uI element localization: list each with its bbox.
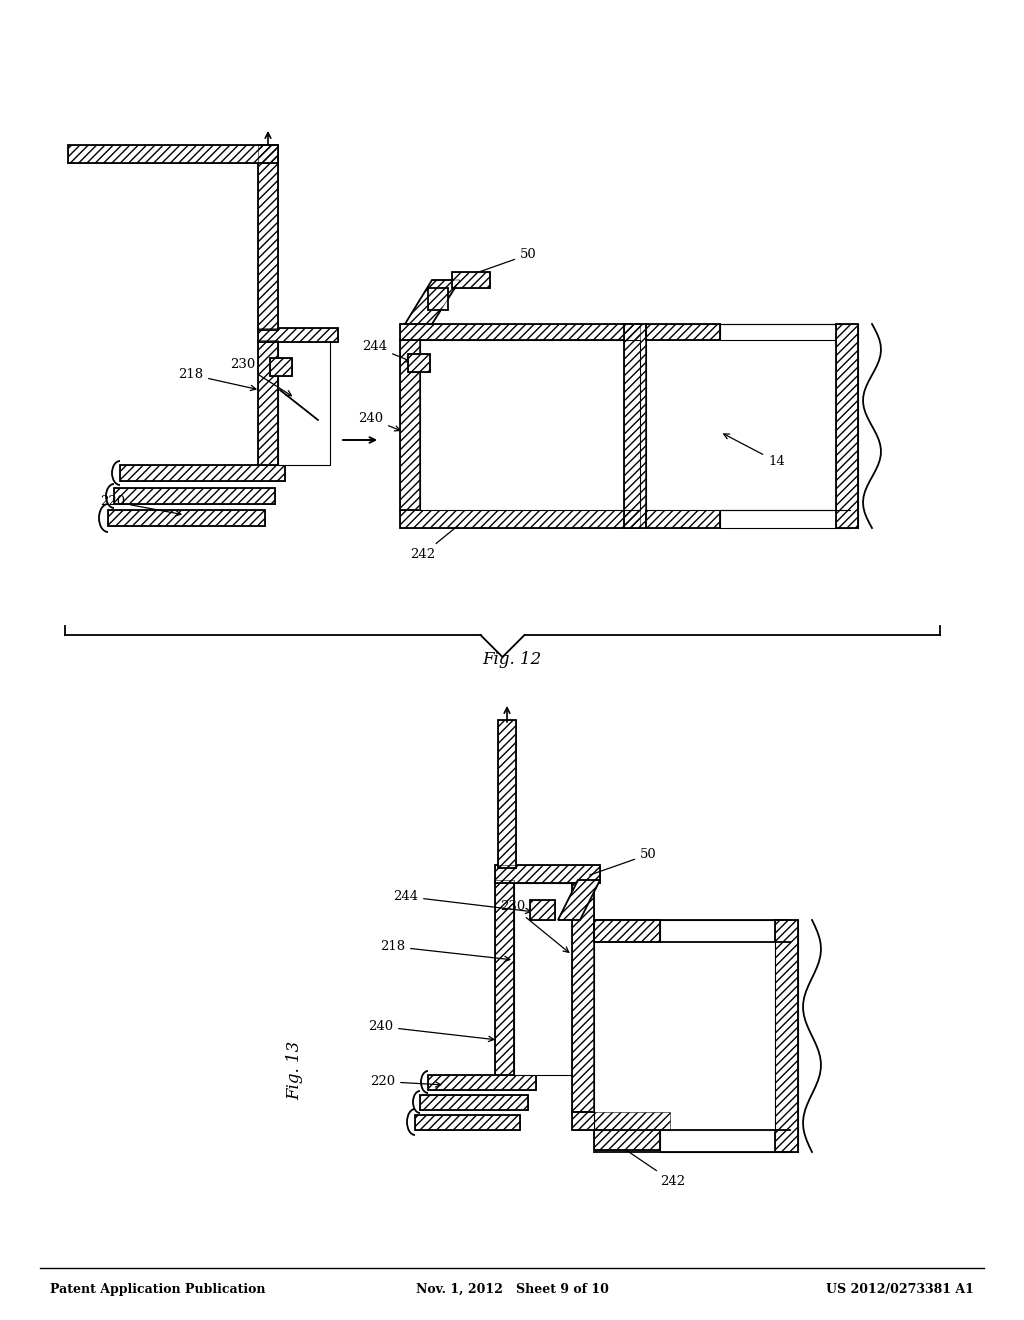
Polygon shape [68,145,278,162]
Polygon shape [400,323,640,341]
Polygon shape [646,323,720,341]
Text: 242: 242 [626,1150,685,1188]
Polygon shape [258,327,338,342]
Polygon shape [572,883,594,1111]
Polygon shape [495,880,514,1074]
Text: 50: 50 [590,847,656,875]
Text: 242: 242 [410,525,458,561]
Text: 218: 218 [380,940,510,961]
Polygon shape [258,145,278,330]
Text: Nov. 1, 2012   Sheet 9 of 10: Nov. 1, 2012 Sheet 9 of 10 [416,1283,608,1296]
Text: 50: 50 [465,248,537,277]
Polygon shape [572,1111,670,1130]
Polygon shape [836,323,858,528]
Polygon shape [400,510,640,528]
Polygon shape [530,900,555,920]
Polygon shape [114,488,275,504]
Polygon shape [624,323,646,528]
Polygon shape [495,865,600,883]
Text: Patent Application Publication: Patent Application Publication [50,1283,265,1296]
Polygon shape [775,920,798,1152]
Text: 220: 220 [100,495,181,516]
Polygon shape [415,1115,520,1130]
Polygon shape [452,272,490,288]
Text: 218: 218 [178,368,256,391]
Polygon shape [660,920,790,942]
Text: 244: 244 [362,341,411,362]
Text: Fig. 12: Fig. 12 [482,652,542,668]
Text: 240: 240 [358,412,400,430]
Polygon shape [270,358,292,376]
Polygon shape [720,323,850,341]
Polygon shape [498,719,516,869]
Text: 240: 240 [368,1020,494,1041]
Text: 230: 230 [500,900,568,952]
Polygon shape [420,341,640,510]
Text: 244: 244 [393,890,530,913]
Polygon shape [660,1130,790,1152]
Polygon shape [278,341,330,465]
Polygon shape [120,465,285,480]
Polygon shape [400,341,420,510]
Polygon shape [108,510,265,525]
Polygon shape [420,1096,528,1110]
Polygon shape [406,280,460,323]
Polygon shape [558,880,600,920]
Polygon shape [408,354,430,372]
Text: 14: 14 [724,434,784,469]
Text: US 2012/0273381 A1: US 2012/0273381 A1 [826,1283,974,1296]
Text: 230: 230 [230,358,292,396]
Polygon shape [514,883,572,1074]
Polygon shape [258,341,278,465]
Polygon shape [646,510,720,528]
Polygon shape [428,288,449,310]
Text: Fig. 13: Fig. 13 [287,1040,303,1100]
Polygon shape [594,920,660,942]
Polygon shape [646,323,850,510]
Polygon shape [594,1130,660,1150]
Polygon shape [594,942,775,1130]
Text: 220: 220 [370,1074,440,1088]
Polygon shape [720,510,850,528]
Polygon shape [428,1074,536,1090]
